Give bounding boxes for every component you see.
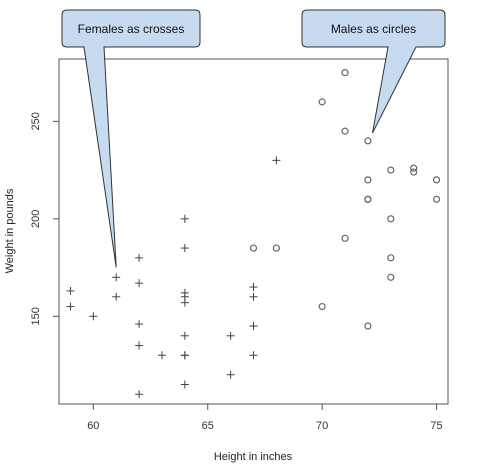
data-points [66,69,441,399]
circle-point [341,127,349,135]
annotations: Females as crosses Males as circles [61,9,446,268]
y-axis: 150 200 250 [30,112,59,325]
circle-point [318,302,326,311]
circle-point [364,137,372,145]
y-tick-label: 250 [30,112,42,130]
cross-point [180,351,189,360]
y-axis-title: Weight in pounds [4,188,16,273]
circle-point [387,166,395,174]
cross-point [249,283,258,292]
circle-point [341,69,349,77]
plot-frame [58,58,449,405]
circle-point [387,254,395,262]
cross-point [112,273,121,282]
circle-point [432,195,441,203]
x-tick-label: 65 [202,420,214,432]
x-axis-title: Height in inches [214,451,293,463]
x-tick-label: 75 [430,420,442,432]
circle-point [364,195,372,203]
cross-point [249,351,258,360]
cross-point [135,279,144,288]
circle-point [387,273,395,281]
cross-point [157,351,166,360]
callout-bubble [301,9,446,134]
cross-point [180,214,189,223]
callout-label: Females as crosses [78,22,185,36]
cross-point [89,312,98,321]
cross-point [272,156,281,165]
circle-point [341,234,349,242]
cross-point [180,331,189,340]
cross-point [249,322,258,331]
circle-point [272,244,280,252]
circle-point [364,176,372,184]
x-axis: 60 65 70 75 [87,404,443,432]
cross-point [112,292,121,301]
cross-point [226,370,235,379]
callout: Males as circles [301,9,446,134]
cross-point [135,341,144,350]
cross-point [135,320,144,329]
circle-point [410,164,418,172]
circle-point [249,244,258,252]
cross-point [66,302,75,311]
cross-point [135,253,144,262]
circle-point [364,322,372,330]
cross-point [180,244,189,253]
callout: Females as crosses [61,9,201,268]
circle-point [318,98,326,106]
cross-point [226,331,235,340]
y-tick-label: 150 [30,307,42,325]
x-tick-label: 70 [316,420,328,432]
callout-label: Males as circles [331,22,416,36]
cross-point [180,298,189,307]
callout-bubble [61,9,201,268]
cross-point [249,292,258,301]
y-tick-label: 200 [30,210,42,228]
circle-point [410,168,418,176]
circle-point [432,176,441,184]
x-tick-label: 60 [87,420,99,432]
cross-point [135,390,144,399]
circle-point [387,215,395,223]
cross-point [66,286,75,295]
cross-point [180,380,189,389]
